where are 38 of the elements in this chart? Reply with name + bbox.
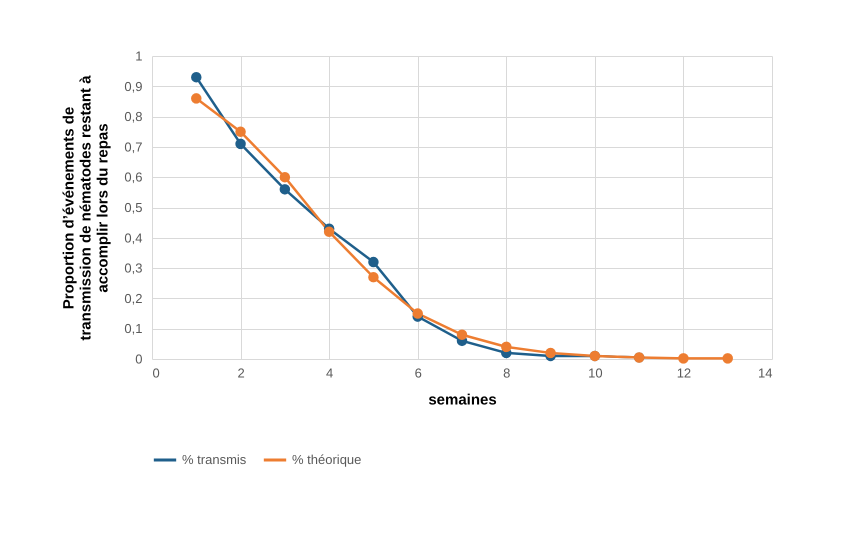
y-tick-label: 0	[135, 352, 142, 366]
point	[678, 353, 689, 364]
point	[324, 226, 334, 237]
point	[456, 330, 468, 340]
y-tick-label: 0,9	[124, 78, 142, 94]
x-axis-title: semaines	[428, 392, 497, 408]
point	[368, 272, 379, 282]
y-tick-label: 0,7	[124, 139, 142, 154]
x-tick-label: 14	[758, 366, 772, 380]
y-tick-label: 1	[135, 48, 142, 64]
point	[501, 342, 512, 352]
point	[722, 353, 733, 364]
y-tick-label: 0,6	[124, 170, 142, 185]
x-tick-label: 2	[237, 366, 245, 380]
point	[280, 172, 290, 182]
point	[191, 72, 202, 82]
y-tick-label: 0,5	[124, 200, 142, 215]
x-tick-label: 4	[326, 366, 334, 380]
point	[235, 138, 246, 150]
point	[191, 93, 202, 104]
x-tick-label: 10	[588, 366, 603, 380]
x-tick-label: 0	[152, 366, 160, 380]
point	[368, 256, 379, 268]
y-tick-label: 0,8	[124, 109, 142, 124]
x-tick-label: 12	[676, 366, 692, 380]
x-tick-label: 6	[414, 366, 422, 380]
point	[412, 308, 423, 319]
legend-label: % transmis	[182, 452, 247, 467]
y-axis-title: Proportion d’événements de transmission de nématodes restant à accomplir lors du repas	[60, 74, 112, 341]
y-tick-label: 0,3	[124, 260, 142, 276]
point	[280, 184, 290, 195]
x-tick-label: 8	[503, 366, 510, 380]
y-tick-label: 0,2	[124, 290, 142, 306]
point	[235, 126, 246, 137]
y-tick-label: 0,1	[124, 321, 142, 336]
y-tick-label: 0,4	[124, 230, 142, 246]
point	[545, 348, 556, 358]
legend-label: % théorique	[292, 452, 362, 467]
